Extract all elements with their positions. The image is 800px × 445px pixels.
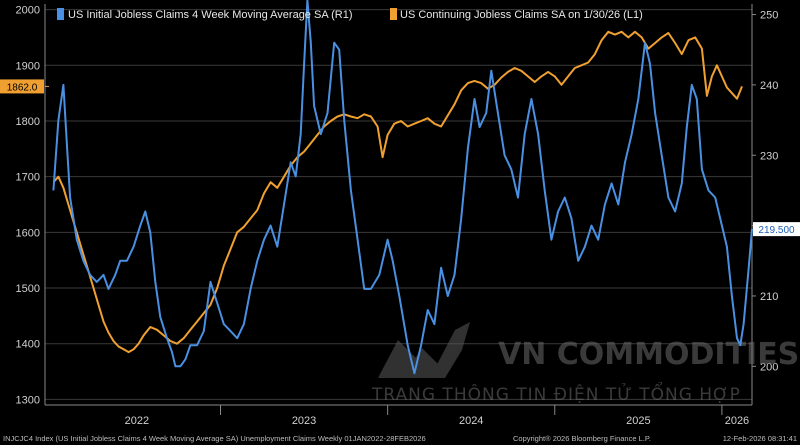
right-tick-label: 240: [760, 80, 778, 92]
right-tick-label: 250: [760, 10, 778, 22]
continuing-last-value-box: [0, 79, 44, 94]
series-group: [52, 0, 753, 375]
footer-timestamp: 12-Feb-2026 08:31:41: [723, 434, 797, 443]
legend: US Initial Jobless Claims 4 Week Moving …: [57, 8, 643, 21]
watermark: VN COMMODITIES TRANG THÔNG TIN ĐIỆN TỬ T…: [371, 322, 799, 405]
left-tick-label: 1600: [16, 227, 40, 239]
watermark-sub-text: TRANG THÔNG TIN ĐIỆN TỬ TỔNG HỢP: [371, 381, 741, 405]
legend-swatch-initial: [57, 8, 64, 20]
x-tick-label: 2023: [292, 415, 316, 427]
left-tick-label: 2000: [16, 5, 40, 17]
left-tick-label: 1900: [16, 60, 40, 72]
legend-label-continuing: US Continuing Jobless Claims SA on 1/30/…: [400, 9, 643, 21]
continuing-last-value-label: 1862.0: [7, 82, 38, 93]
value-labels: 1862.0 219.500: [0, 79, 800, 237]
footer: INJCJC4 Index (US Initial Jobless Claims…: [3, 434, 797, 443]
x-tick-label: 2025: [626, 415, 650, 427]
legend-label-initial: US Initial Jobless Claims 4 Week Moving …: [68, 9, 353, 21]
series-line-initial-claims: [52, 0, 753, 375]
x-tick-label: 2022: [125, 415, 149, 427]
x-tick-label: 2024: [459, 415, 483, 427]
left-tick-label: 1300: [16, 394, 40, 406]
right-tick-label: 230: [760, 150, 778, 162]
left-tick-label: 1400: [16, 339, 40, 351]
left-tick-label: 1700: [16, 172, 40, 184]
watermark-logo-icon: [378, 322, 470, 378]
left-tick-label: 1500: [16, 283, 40, 295]
footer-copyright: Copyright® 2026 Bloomberg Finance L.P.: [513, 434, 651, 443]
legend-swatch-continuing: [390, 8, 397, 20]
initial-last-value-label: 219.500: [758, 225, 795, 236]
right-tick-label: 210: [760, 291, 778, 303]
x-tick-label: 2026: [725, 415, 749, 427]
left-tick-label: 1800: [16, 116, 40, 128]
watermark-main-text: VN COMMODITIES: [498, 337, 799, 372]
footer-source: INJCJC4 Index (US Initial Jobless Claims…: [3, 434, 426, 443]
axes: 1300140015001600170018001900200020021022…: [16, 4, 778, 427]
initial-last-value-box: [753, 222, 800, 237]
right-tick-label: 200: [760, 361, 778, 373]
series-line-continuing-claims: [52, 30, 743, 354]
